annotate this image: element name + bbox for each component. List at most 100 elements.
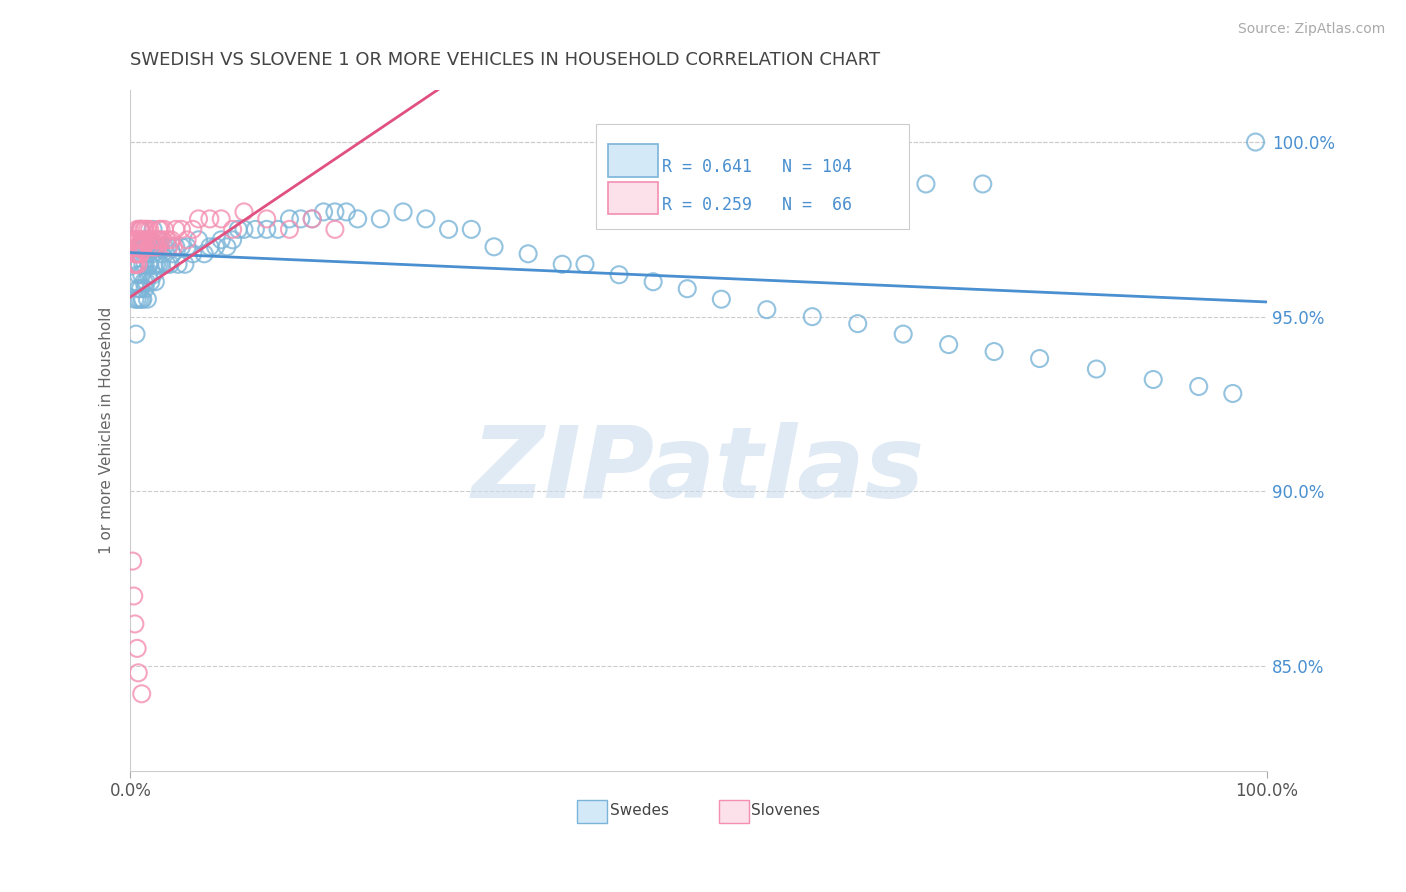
Point [138,268,160,282]
Point [132,275,155,289]
Point [132,292,155,306]
Point [846,317,869,331]
Point [138,222,160,236]
Point [131,233,153,247]
Point [972,177,994,191]
Point [755,302,778,317]
Point [149,240,172,254]
Point [551,257,574,271]
Point [125,233,148,247]
Point [517,247,540,261]
Point [145,233,167,247]
Point [124,247,146,261]
Point [124,616,146,631]
Point [124,233,146,247]
Point [256,222,278,236]
Point [156,233,179,247]
Point [128,222,150,236]
Point [139,240,162,254]
Point [415,211,437,226]
Point [131,268,153,282]
Point [127,641,149,656]
Point [138,257,160,271]
Point [156,257,179,271]
Point [1142,372,1164,386]
Point [127,222,149,236]
Point [482,240,505,254]
Point [710,292,733,306]
Point [127,292,149,306]
Point [128,240,150,254]
Point [221,233,243,247]
Point [167,257,190,271]
Point [226,222,249,236]
Point [124,292,146,306]
Point [156,240,179,254]
Point [141,247,163,261]
Point [127,665,149,680]
Point [1028,351,1050,366]
Point [131,292,153,306]
Point [127,240,149,254]
Point [132,240,155,254]
Point [162,247,184,261]
Point [173,257,195,271]
Point [676,282,699,296]
Point [128,292,150,306]
Point [143,240,166,254]
Point [139,275,162,289]
Point [132,240,155,254]
Point [278,211,301,226]
FancyBboxPatch shape [607,182,658,214]
Point [643,275,665,289]
Point [858,187,880,202]
Point [198,211,221,226]
Point [146,240,169,254]
Point [170,222,193,236]
Point [121,554,143,568]
Point [460,222,482,236]
Point [135,275,157,289]
FancyBboxPatch shape [718,800,748,823]
Point [221,222,243,236]
Point [149,233,172,247]
Point [143,233,166,247]
Text: R = 0.641   N = 104: R = 0.641 N = 104 [662,159,852,177]
Point [142,240,165,254]
Text: SWEDISH VS SLOVENE 1 OR MORE VEHICLES IN HOUSEHOLD CORRELATION CHART: SWEDISH VS SLOVENE 1 OR MORE VEHICLES IN… [131,51,880,69]
Text: Source: ZipAtlas.com: Source: ZipAtlas.com [1237,22,1385,37]
Point [128,257,150,271]
Y-axis label: 1 or more Vehicles in Household: 1 or more Vehicles in Household [100,307,114,554]
Point [204,240,226,254]
Point [187,211,209,226]
Point [198,240,221,254]
Point [150,233,173,247]
Point [125,247,148,261]
Point [165,222,187,236]
Point [267,222,290,236]
Point [129,247,152,261]
Point [915,177,938,191]
Point [129,282,152,296]
Point [135,233,157,247]
Point [346,211,368,226]
Point [187,233,209,247]
Point [125,327,148,342]
Point [983,344,1005,359]
Point [335,205,357,219]
Point [132,233,155,247]
Point [124,257,146,271]
Point [160,233,183,247]
Point [134,233,156,247]
Point [181,247,204,261]
Point [148,222,170,236]
Point [138,257,160,271]
Point [138,233,160,247]
Text: Swedes: Swedes [610,803,669,818]
Point [162,240,184,254]
Point [159,257,181,271]
Point [134,282,156,296]
Point [134,222,156,236]
Point [127,282,149,296]
Point [135,240,157,254]
